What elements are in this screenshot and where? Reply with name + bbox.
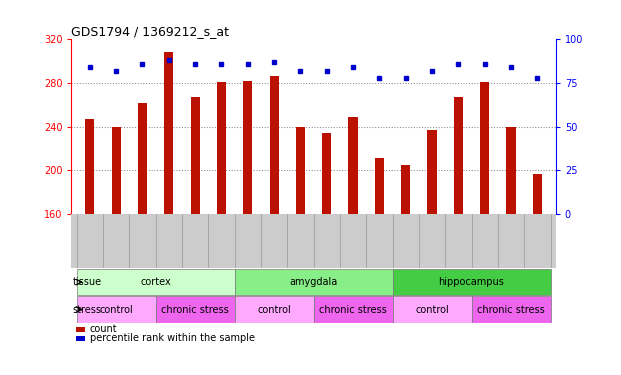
Bar — [191, 97, 200, 214]
Bar — [392, 296, 471, 322]
Bar — [480, 82, 489, 214]
Text: control: control — [257, 304, 291, 315]
Text: percentile rank within the sample: percentile rank within the sample — [90, 333, 255, 344]
Text: amygdala: amygdala — [289, 277, 338, 287]
Bar — [235, 269, 392, 295]
Bar — [401, 165, 410, 214]
Text: control: control — [99, 304, 133, 315]
Text: stress: stress — [73, 304, 102, 315]
Text: chronic stress: chronic stress — [477, 304, 545, 315]
Bar — [76, 336, 85, 341]
Text: count: count — [90, 324, 117, 334]
Bar — [348, 117, 358, 214]
Bar — [76, 327, 85, 332]
Bar — [454, 97, 463, 214]
Bar — [85, 119, 94, 214]
Bar — [427, 130, 437, 214]
Text: chronic stress: chronic stress — [319, 304, 387, 315]
Bar — [533, 174, 542, 214]
Bar — [270, 76, 279, 214]
Bar — [217, 82, 226, 214]
Text: hippocampus: hippocampus — [438, 277, 504, 287]
Bar — [392, 269, 551, 295]
Bar — [507, 126, 515, 214]
Bar — [375, 158, 384, 214]
Bar — [243, 81, 252, 214]
Text: cortex: cortex — [140, 277, 171, 287]
Bar — [112, 126, 120, 214]
Bar — [76, 296, 156, 322]
Bar — [156, 296, 235, 322]
Bar — [235, 296, 314, 322]
Text: tissue: tissue — [73, 277, 102, 287]
Bar — [138, 102, 147, 214]
Bar — [471, 296, 551, 322]
Bar — [164, 53, 173, 214]
Text: GDS1794 / 1369212_s_at: GDS1794 / 1369212_s_at — [71, 25, 229, 38]
Bar — [314, 296, 392, 322]
Text: chronic stress: chronic stress — [161, 304, 229, 315]
Bar — [296, 126, 305, 214]
Bar — [76, 269, 235, 295]
Bar — [322, 133, 332, 214]
Text: control: control — [415, 304, 449, 315]
